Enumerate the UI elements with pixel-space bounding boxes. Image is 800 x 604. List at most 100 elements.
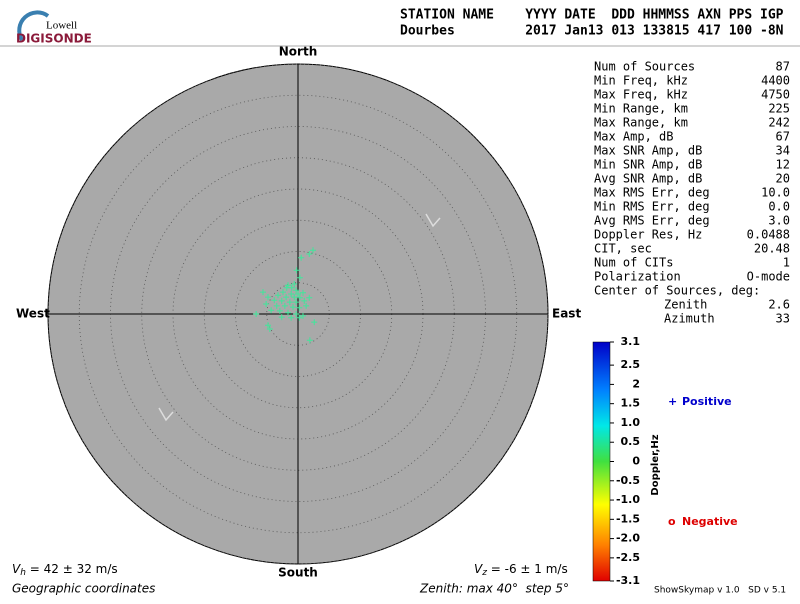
stat-value: 34 xyxy=(776,144,790,158)
point xyxy=(306,251,313,257)
point xyxy=(296,304,303,311)
colorbar-tick-label: -0.5 xyxy=(616,474,640,487)
point xyxy=(288,314,295,321)
point xyxy=(291,281,298,287)
point xyxy=(281,302,288,309)
colorbar-tick-label: 2 xyxy=(632,377,640,390)
stat-label: Min Range, km xyxy=(594,102,688,116)
version: ShowSkymap v 1.0 SD v 5.1 xyxy=(654,586,786,596)
stat-label: Max RMS Err, deg xyxy=(594,186,710,200)
point xyxy=(283,294,290,301)
point xyxy=(300,289,306,296)
stats-panel: Num of Sources 87 Min Freq, kHz 4400 Max Fre… xyxy=(594,60,790,326)
point xyxy=(268,307,275,314)
direction-marker xyxy=(425,213,441,228)
colorbar xyxy=(592,341,611,582)
stat-section: Center of Sources, deg: xyxy=(594,284,760,298)
colorbar-title: Doppler,Hz xyxy=(650,434,661,495)
point xyxy=(278,314,285,321)
zenith-label: Zenith: max 40° step 5° xyxy=(419,582,569,596)
colorbar-ticks: 3.1 2.5 2 1.5 1.0 0.5 0 -0.5 -1.0 -1.5 -2.0 -2.5 -3.… xyxy=(610,335,640,587)
point xyxy=(298,254,305,261)
point xyxy=(291,294,298,301)
point xyxy=(295,291,301,297)
point xyxy=(306,337,313,344)
stat-label: Num of CITs xyxy=(594,256,673,270)
stat-value: 242 xyxy=(768,116,790,130)
stat-label: Min SNR Amp, dB xyxy=(594,158,702,172)
stat-label: Avg RMS Err, deg xyxy=(594,214,710,228)
symbol: V xyxy=(474,562,483,576)
colorbar-tick-label: 0.5 xyxy=(621,435,641,448)
colorbar-tick-label: 1.0 xyxy=(621,416,641,429)
colorbar-tick-label: -3.1 xyxy=(616,574,640,587)
stat-value: 12 xyxy=(776,158,790,172)
stat-label: Azimuth xyxy=(664,312,715,326)
point xyxy=(283,284,290,291)
direction-label: North xyxy=(279,45,317,59)
stat-value: O-mode xyxy=(747,270,790,284)
colorbar-tick-label: 2.5 xyxy=(621,358,641,371)
stat-label: Doppler Res, Hz xyxy=(594,228,702,242)
point xyxy=(260,289,266,296)
vh-value: = 42 ± 32 m/s xyxy=(26,562,118,576)
colorbar-tick-label: 3.1 xyxy=(621,335,641,348)
point xyxy=(288,291,295,297)
direction-marker xyxy=(158,407,174,422)
legend-label: Negative xyxy=(682,515,738,528)
points xyxy=(253,247,318,344)
colorbar-tick-label: -2.0 xyxy=(616,532,640,545)
point xyxy=(263,301,270,307)
point xyxy=(273,302,280,309)
stat-value: 67 xyxy=(776,130,790,144)
point xyxy=(306,294,313,301)
legend-marker: + xyxy=(668,395,677,408)
stat-label: Zenith xyxy=(664,298,707,312)
stat-value: 87 xyxy=(776,60,790,74)
colorbar-tick-label: -1.0 xyxy=(616,493,640,506)
colorbar-tick-label: 1.5 xyxy=(621,397,641,410)
point xyxy=(265,322,271,329)
colorbar-tick-label: 0 xyxy=(632,455,640,468)
legend-label: Positive xyxy=(682,395,732,408)
stat-label: Max Freq, kHz xyxy=(594,88,688,102)
stat-value: 10.0 xyxy=(761,186,790,200)
direction-label: South xyxy=(278,566,318,580)
legend: + Positive o Negative xyxy=(668,395,738,528)
stat-value: 33 xyxy=(776,312,790,326)
stat-value: 20 xyxy=(776,172,790,186)
symbol: V xyxy=(12,562,21,576)
logo-bottom: DIGISONDE xyxy=(16,32,92,46)
point xyxy=(265,294,271,301)
logo-arc xyxy=(17,10,50,42)
direction-label: East xyxy=(552,307,581,321)
point xyxy=(303,302,310,309)
header-line: Dourbes 2017 Jan13 013 133815 417 100 -8… xyxy=(400,24,784,39)
header-line: STATION NAME YYYY DATE DDD HHMMSS AXN PP… xyxy=(400,8,784,23)
direction-label: West xyxy=(16,307,50,321)
point xyxy=(293,311,300,317)
stat-value: 3.0 xyxy=(768,214,790,228)
stat-label: Min RMS Err, deg xyxy=(594,200,710,214)
point xyxy=(300,312,306,319)
stat-label: Min Freq, kHz xyxy=(594,74,688,88)
point xyxy=(280,289,286,296)
subscript: h xyxy=(20,568,26,578)
point xyxy=(271,297,278,304)
point xyxy=(276,307,283,314)
stat-value: 0.0488 xyxy=(747,228,790,242)
stat-label: Max Amp, dB xyxy=(594,130,673,144)
point xyxy=(293,287,300,294)
stat-label: CIT, sec xyxy=(594,242,652,256)
point xyxy=(290,304,296,311)
point xyxy=(266,326,273,332)
point xyxy=(296,314,303,321)
point xyxy=(275,292,281,299)
stat-value: 0.0 xyxy=(768,200,790,214)
point xyxy=(286,299,293,306)
point xyxy=(311,319,318,326)
logo-top: Lowell xyxy=(46,20,77,32)
point xyxy=(310,247,316,254)
stat-label: Max SNR Amp, dB xyxy=(594,144,702,158)
stat-label: Avg SNR Amp, dB xyxy=(594,172,702,186)
